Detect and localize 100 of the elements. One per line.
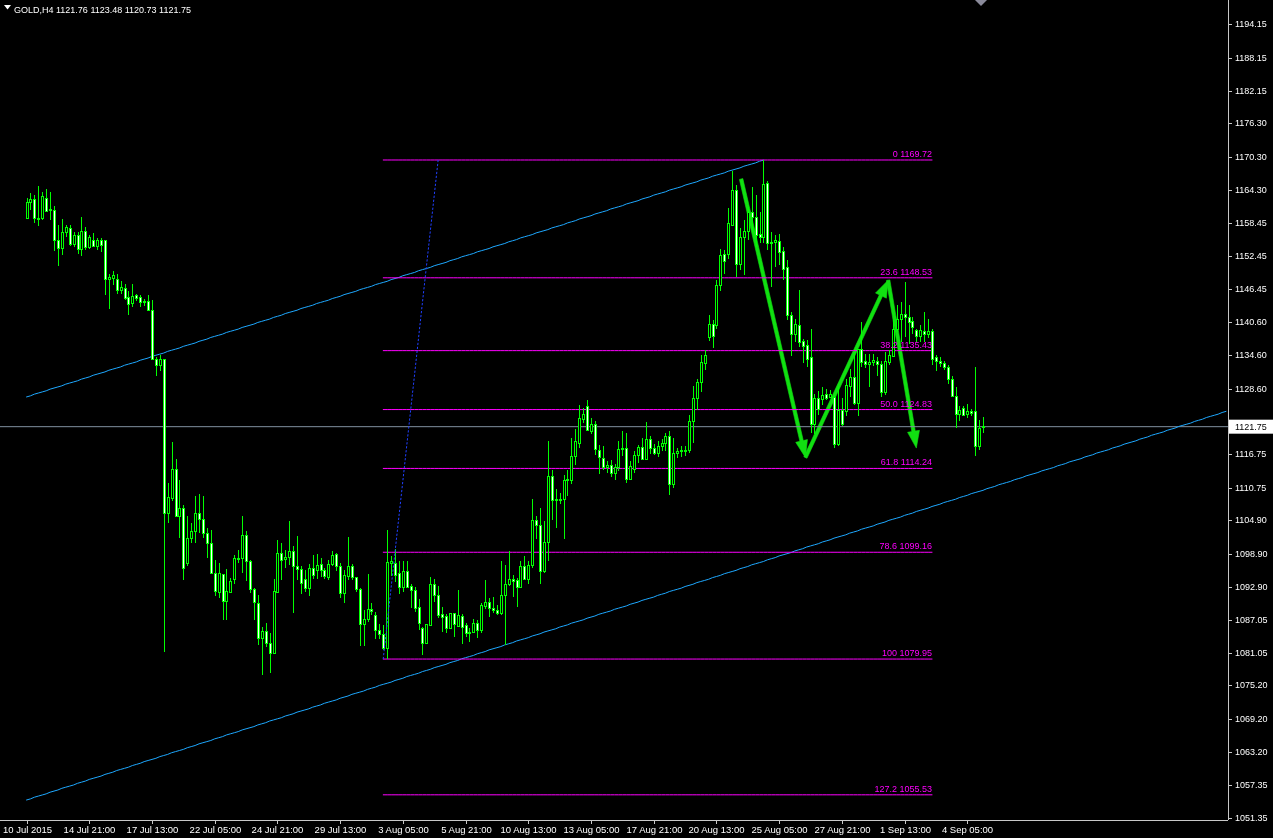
x-tick-label: 14 Jul 21:00: [63, 823, 116, 835]
candlestick: [316, 553, 319, 580]
candlestick: [69, 224, 72, 247]
candlestick: [708, 314, 711, 342]
candlestick: [798, 289, 801, 348]
y-tick-label: 1057.35: [1235, 779, 1268, 790]
x-tick-label: 17 Aug 21:00: [626, 823, 683, 835]
candlestick: [755, 194, 758, 248]
y-tick-label: 1158.45: [1235, 217, 1267, 228]
candlestick: [80, 216, 83, 257]
candlestick: [288, 520, 291, 566]
line-series: [382, 159, 439, 660]
y-tick-label: 1194.15: [1235, 19, 1267, 30]
candlestick: [747, 206, 750, 241]
candlestick: [33, 194, 36, 224]
candlestick: [794, 318, 797, 343]
candlestick: [198, 493, 201, 534]
candlestick: [586, 399, 589, 431]
candlestick: [402, 560, 405, 593]
y-tick-label: 1182.15: [1235, 85, 1267, 96]
candlestick: [284, 549, 287, 569]
candlestick: [500, 560, 503, 616]
candlestick: [292, 545, 295, 614]
candlestick: [598, 444, 601, 475]
y-tick-label: 1116.75: [1235, 449, 1267, 460]
x-tick-label: 3 Aug 05:00: [378, 823, 429, 835]
line-series: [26, 159, 764, 398]
x-tick-label: 1 Sep 13:00: [879, 823, 932, 835]
candlestick: [116, 273, 119, 295]
series-label: 0 1169.72: [892, 149, 933, 159]
x-tick-label: 29 Jul 13:00: [314, 823, 367, 835]
x-tick-label: 25 Aug 05:00: [751, 823, 808, 835]
x-tick-label: 27 Aug 21:00: [814, 823, 871, 835]
y-tick-label: 1051.35: [1235, 813, 1268, 824]
y-tick-label: 1069.20: [1235, 713, 1268, 724]
candlestick: [37, 185, 40, 227]
candlestick: [300, 565, 303, 595]
candlestick: [868, 353, 871, 388]
candlestick: [308, 563, 311, 597]
y-tick-label: 1152.45: [1235, 251, 1267, 262]
x-tick-label: 20 Aug 13:00: [688, 823, 745, 835]
y-tick-label: 1092.90: [1235, 582, 1268, 593]
candlestick: [41, 191, 44, 221]
series-label: 61.8 1114.24: [880, 457, 933, 468]
candlestick: [457, 589, 460, 628]
x-tick-label: 22 Jul 05:00: [189, 823, 242, 835]
candlestick: [774, 234, 777, 268]
y-tick-label: 1128.60: [1235, 383, 1267, 394]
y-tick-label: 1176.30: [1235, 118, 1267, 129]
y-tick-label: 1146.45: [1235, 284, 1267, 295]
y-tick-label: 1170.30: [1235, 151, 1267, 162]
candlestick: [194, 495, 197, 544]
candlestick: [61, 218, 64, 256]
candlestick: [512, 574, 515, 598]
y-tick-label: 1098.90: [1235, 548, 1268, 559]
x-tick-label: 10 Jul 2015: [2, 823, 53, 835]
y-tick-label: 1087.05: [1235, 614, 1268, 625]
candlestick: [26, 197, 29, 219]
candlestick: [304, 569, 307, 593]
y-tick-label: 1134.60: [1235, 350, 1267, 361]
candlestick: [923, 311, 926, 343]
candlestick: [900, 301, 903, 343]
candlestick: [645, 421, 648, 461]
candlestick: [437, 585, 440, 619]
line-series: [26, 410, 1227, 801]
series-label: 100 1079.95: [881, 648, 933, 659]
candlestick: [461, 613, 464, 645]
candlestick: [374, 611, 377, 640]
x-tick-label: 5 Aug 21:00: [441, 823, 492, 835]
candlestick: [218, 562, 221, 599]
series-label: 78.6 1099.16: [879, 541, 933, 552]
text: GOLD,H4 1121.76 1123.48 1120.73 1121.75: [14, 5, 191, 15]
y-tick-label: 1075.20: [1235, 680, 1268, 691]
x-tick-label: 4 Sep 05:00: [941, 823, 994, 835]
candlestick: [131, 283, 134, 308]
x-tick-label: 13 Aug 05:00: [563, 823, 620, 835]
candlestick: [778, 233, 781, 266]
candlestick: [641, 437, 644, 461]
candlestick: [563, 474, 566, 540]
candlestick: [77, 231, 80, 255]
candlestick: [296, 535, 299, 581]
series-label: 23.6 1148.53: [880, 266, 933, 277]
candlestick: [468, 627, 471, 643]
y-tick-label: 1081.05: [1235, 647, 1268, 658]
candlestick: [904, 281, 907, 338]
candlestick: [84, 226, 87, 251]
candlestick: [233, 554, 236, 585]
ref-line-label: 1121.75: [1235, 421, 1267, 432]
x-tick-label: 10 Aug 13:00: [500, 823, 557, 835]
candlestick: [241, 515, 244, 574]
candlestick: [327, 559, 330, 581]
x-tick-label: 17 Jul 13:00: [126, 823, 179, 835]
y-tick-label: 1063.20: [1235, 747, 1268, 758]
candlestick: [398, 560, 401, 595]
y-tick-label: 1140.60: [1235, 316, 1267, 327]
candlestick: [570, 437, 573, 485]
y-tick-label: 1164.30: [1235, 185, 1267, 196]
y-tick-label: 1110.75: [1235, 482, 1267, 493]
candlestick: [602, 445, 605, 471]
candlestick: [406, 560, 409, 589]
